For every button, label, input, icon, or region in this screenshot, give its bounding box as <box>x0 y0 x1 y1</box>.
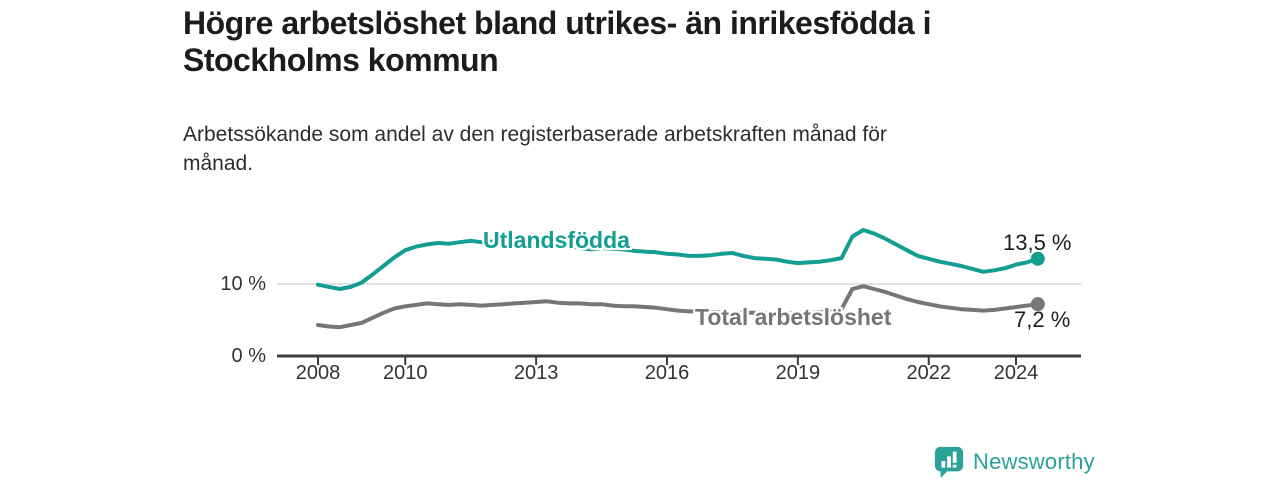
x-axis-tick-label: 2024 <box>993 362 1039 384</box>
series-end-dot-total <box>1030 297 1045 312</box>
chart-subtitle: Arbetssökande som andel av den registerb… <box>183 120 887 178</box>
series-line-total <box>316 284 1040 330</box>
newsworthy-bubble-chart-icon <box>934 446 964 478</box>
x-axis-tick-label: 2008 <box>295 362 341 384</box>
title-line-2: Stockholms kommun <box>183 42 499 78</box>
title-line-1: Högre arbetslöshet bland utrikes- än inr… <box>183 5 932 41</box>
series-line-utlandsfodda <box>316 228 1040 291</box>
subtitle-line-1: Arbetssökande som andel av den registerb… <box>183 123 887 146</box>
series-end-dot-utlandsfodda <box>1030 251 1045 266</box>
end-value-label-utlandsfodda: 13,5 % <box>1003 230 1072 255</box>
page-title: Högre arbetslöshet bland utrikes- än inr… <box>183 5 932 79</box>
y-axis-label-0: 0 % <box>231 345 266 367</box>
newsworthy-logo: Newsworthy <box>933 445 1095 478</box>
x-axis-tick-label: 2022 <box>906 362 952 384</box>
series-label-utlandsfodda: Utlandsfödda <box>483 227 630 253</box>
x-axis-tick-label: 2010 <box>383 362 428 384</box>
newsworthy-wordmark: Newsworthy <box>973 448 1095 474</box>
x-axis-tick-label: 2016 <box>644 362 690 384</box>
subtitle-line-2: månad. <box>183 152 254 175</box>
x-axis-tick-label: 2013 <box>513 362 559 384</box>
end-value-label-total: 7,2 % <box>1014 307 1071 332</box>
y-axis-label-10: 10 % <box>220 273 266 295</box>
series-label-total-arbetsloshet: Total arbetslöshet <box>695 304 892 330</box>
x-axis-tick-label: 2019 <box>775 362 821 384</box>
